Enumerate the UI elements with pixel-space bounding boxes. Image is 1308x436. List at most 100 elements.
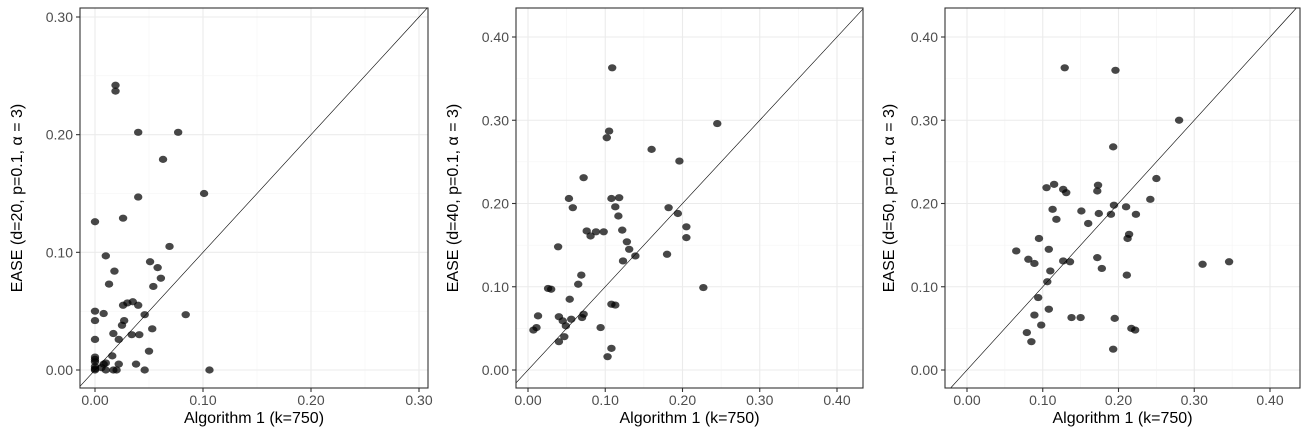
data-point xyxy=(662,250,672,258)
y-axis-title: EASE (d=40, p=0.1, α = 3) xyxy=(445,104,462,292)
data-point xyxy=(713,119,722,128)
data-point xyxy=(1048,205,1057,213)
data-point xyxy=(529,326,538,334)
data-point xyxy=(1131,210,1141,218)
data-point xyxy=(1043,278,1052,286)
data-point xyxy=(1044,245,1054,253)
data-point xyxy=(158,155,168,163)
data-point xyxy=(560,333,569,341)
data-point xyxy=(1065,258,1075,266)
data-point xyxy=(614,194,624,202)
data-point xyxy=(607,344,616,352)
data-point xyxy=(134,301,143,309)
data-point xyxy=(1012,247,1021,255)
plot-frame xyxy=(515,7,864,389)
scatter-chart-d50: 0.00 0.10 0.20 0.30 0.40 0.00 0.10 0.20 0.30 0.40… xyxy=(881,7,1301,427)
data-point xyxy=(101,366,111,374)
identity-line xyxy=(950,7,1297,389)
data-point xyxy=(145,258,155,266)
y-tick-label: 0.20 xyxy=(911,196,938,212)
data-point xyxy=(546,285,556,293)
data-point xyxy=(591,228,601,236)
data-point xyxy=(1042,184,1051,192)
y-tick-label: 0.20 xyxy=(482,196,509,212)
y-axis-title: EASE (d=20, p=0.1, α = 3) xyxy=(9,104,26,292)
data-point xyxy=(1046,267,1055,275)
data-point xyxy=(110,267,119,275)
data-point xyxy=(109,329,118,338)
data-point xyxy=(140,311,149,319)
data-point xyxy=(114,360,123,368)
data-point xyxy=(699,283,708,292)
y-tick-label: 0.40 xyxy=(911,29,938,45)
x-tick-label: 0.10 xyxy=(592,392,619,408)
x-tick-label: 0.20 xyxy=(669,392,696,408)
x-axis-title: Algorithm 1 (k=750) xyxy=(619,410,759,427)
x-axis-title: Algorithm 1 (k=750) xyxy=(184,410,324,427)
data-point xyxy=(140,366,149,374)
data-point xyxy=(1060,64,1069,72)
data-point xyxy=(1122,271,1132,279)
data-point xyxy=(90,316,100,325)
data-point xyxy=(134,193,143,201)
data-point xyxy=(579,174,588,182)
data-point xyxy=(603,353,612,361)
data-point xyxy=(568,204,578,212)
data-point xyxy=(673,209,683,218)
y-tick-label: 0.10 xyxy=(911,279,938,295)
data-point xyxy=(664,204,673,212)
data-point xyxy=(1024,255,1033,263)
data-point xyxy=(607,194,616,203)
scatter-panel-2: 0.00 0.10 0.20 0.30 0.40 0.00 0.10 0.20 0.30 0.40… xyxy=(436,0,872,436)
y-tick-label: 0.30 xyxy=(911,112,938,128)
data-point xyxy=(1062,189,1071,197)
data-point xyxy=(1108,345,1118,353)
scatter-panel-1: 0.00 0.10 0.20 0.30 0.00 0.10 0.20 0.30 Algorith… xyxy=(0,0,436,436)
data-point xyxy=(1093,181,1103,189)
data-point xyxy=(586,232,595,240)
data-point xyxy=(1059,257,1068,265)
data-point xyxy=(604,127,614,135)
data-point xyxy=(1076,313,1085,322)
plot-frame xyxy=(79,7,429,389)
data-point xyxy=(1049,180,1059,188)
data-point xyxy=(564,194,574,203)
data-point xyxy=(1123,234,1132,243)
data-point xyxy=(90,335,100,344)
data-point xyxy=(631,252,640,260)
scatter-chart-d20: 0.00 0.10 0.20 0.30 0.00 0.10 0.20 0.30 Algorith… xyxy=(9,7,433,427)
data-point xyxy=(1121,203,1131,211)
scatter-panel-3: 0.00 0.10 0.20 0.30 0.40 0.00 0.10 0.20 0.30 0.40… xyxy=(872,0,1308,436)
y-tick-label: 0.40 xyxy=(482,29,509,45)
data-point xyxy=(567,315,576,323)
y-tick-label: 0.00 xyxy=(911,362,938,378)
y-tick-label: 0.10 xyxy=(46,244,73,260)
data-point xyxy=(181,311,190,319)
data-point xyxy=(553,243,563,251)
plot-background xyxy=(80,8,428,388)
data-point xyxy=(1152,174,1161,183)
data-point xyxy=(1084,219,1093,228)
data-point xyxy=(111,81,120,89)
data-point xyxy=(618,257,628,265)
data-point xyxy=(1034,234,1044,243)
data-point xyxy=(173,128,183,136)
data-point xyxy=(624,245,634,253)
data-point xyxy=(149,282,158,291)
y-tick-label: 0.00 xyxy=(482,362,509,378)
data-point xyxy=(1109,201,1119,209)
data-point xyxy=(1030,311,1039,319)
data-point xyxy=(144,347,154,355)
data-point xyxy=(682,223,691,231)
data-point xyxy=(1030,259,1039,268)
data-point xyxy=(682,234,691,242)
data-point xyxy=(611,203,620,211)
x-tick-label: 0.00 xyxy=(514,392,541,408)
data-point xyxy=(1198,260,1207,268)
data-point xyxy=(1094,209,1104,218)
data-point xyxy=(1044,305,1054,313)
data-point xyxy=(135,331,144,339)
data-point xyxy=(1034,293,1043,302)
data-point xyxy=(153,264,162,272)
y-tick-label: 0.10 xyxy=(482,279,509,295)
